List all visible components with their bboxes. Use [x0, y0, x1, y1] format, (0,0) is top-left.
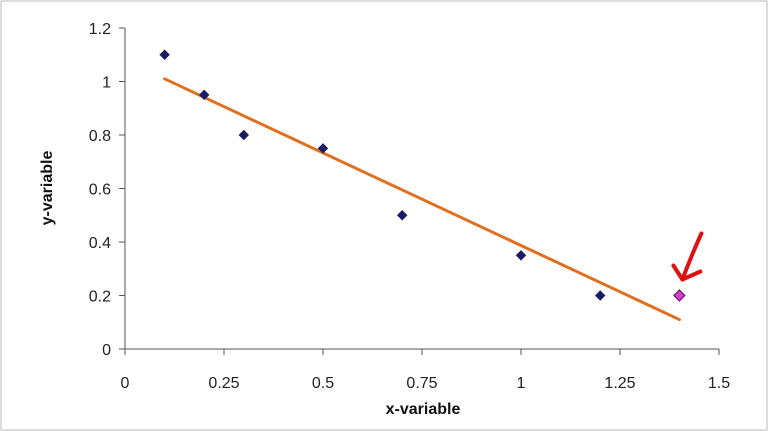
- x-tick-label: 1: [517, 375, 526, 392]
- y-tick-label: 0.8: [89, 128, 111, 145]
- y-tick-label: 1.2: [89, 21, 111, 38]
- y-tick-label: 0: [102, 342, 111, 359]
- x-tick-label: 0.75: [406, 375, 437, 392]
- x-tick-label: 0.5: [312, 375, 334, 392]
- x-tick-label: 0.25: [208, 375, 239, 392]
- x-tick-label: 1.25: [604, 375, 635, 392]
- y-tick-label: 1: [102, 75, 111, 92]
- x-axis-title: x-variable: [386, 401, 461, 418]
- y-tick-label: 0.6: [89, 182, 111, 199]
- x-tick-label: 1.5: [708, 375, 730, 392]
- y-tick-label: 0.4: [89, 235, 111, 252]
- y-axis-title: y-variable: [39, 151, 56, 226]
- x-tick-label: 0: [121, 375, 130, 392]
- y-tick-label: 0.2: [89, 289, 111, 306]
